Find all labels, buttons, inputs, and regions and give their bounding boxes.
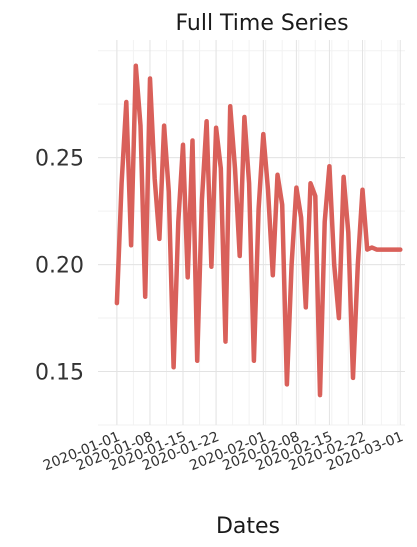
y-tick-label: 0.25 bbox=[35, 147, 84, 172]
y-tick-label: 0.15 bbox=[35, 361, 84, 386]
chart-title: Full Time Series bbox=[175, 11, 348, 36]
series-line bbox=[114, 63, 403, 398]
y-tick-label: 0.20 bbox=[35, 254, 84, 279]
series bbox=[114, 63, 403, 398]
x-axis-label: Dates bbox=[216, 514, 280, 539]
y-axis: 0.15 0.20 0.25 bbox=[35, 147, 84, 386]
